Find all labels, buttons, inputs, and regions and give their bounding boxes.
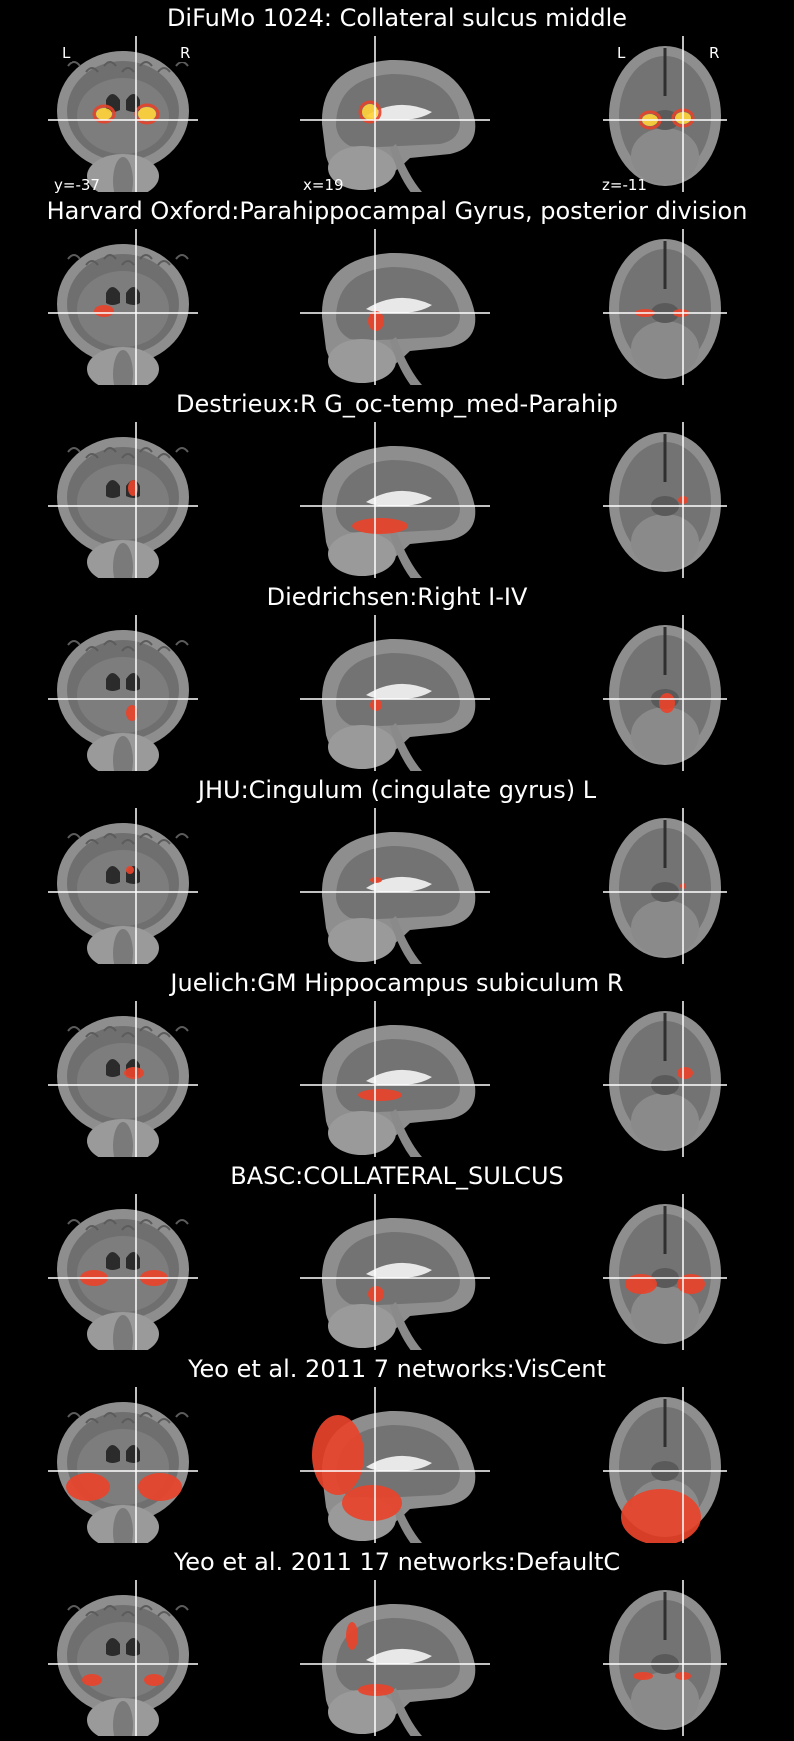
atlas-panel: BASC:COLLATERAL_SULCUS [0,1158,794,1351]
panel-title: Yeo et al. 2011 7 networks:VisCent [188,1355,606,1383]
sagittal-slice [300,36,490,192]
overlay-region [677,1067,693,1079]
axial-slice [603,808,727,964]
coronal-slice [48,1194,198,1350]
overlay-region [370,877,382,883]
axial-slice [603,229,727,385]
overlay-region [368,1286,384,1302]
overlay-region [82,1674,102,1686]
axial-slice [603,615,727,771]
overlay-region [358,1089,402,1101]
sagittal-slice [300,229,490,385]
coronal-slice [48,1580,198,1736]
overlay-region [96,108,112,120]
sagittal-slice [300,808,490,964]
overlay-region [358,1684,394,1696]
axial-slice [603,422,727,578]
panel-title: Diedrichsen:Right I-IV [266,583,528,611]
overlay-region [368,311,384,331]
panel-title: BASC:COLLATERAL_SULCUS [230,1162,564,1190]
overlay-region [124,1067,144,1079]
overlay-region [126,705,138,721]
overlay-region [362,104,378,120]
right-label: R [178,44,193,62]
atlas-panel: JHU:Cingulum (cingulate gyrus) L [0,772,794,965]
coronal-slice [48,36,198,192]
axial-slice [603,1194,727,1350]
slice-coordinate: x=19 [303,176,344,194]
coronal-slice [48,229,198,385]
overlay-region [370,699,382,711]
slice-coordinate: z=-11 [602,176,647,194]
sagittal-slice [300,615,490,771]
overlay-region [138,1473,182,1501]
coronal-slice [48,422,198,578]
coronal-slice [48,1001,198,1157]
panel-title: Destrieux:R G_oc-temp_med-Parahip [175,390,619,418]
axial-slice [603,1387,727,1543]
axial-slice [603,1580,727,1736]
overlay-region [144,1674,164,1686]
atlas-panel: Harvard Oxford:Parahippocampal Gyrus, po… [0,193,794,386]
coronal-slice [48,1387,198,1543]
atlas-panel: Yeo et al. 2011 17 networks:DefaultC [0,1544,794,1737]
atlas-panel: Juelich:GM Hippocampus subiculum R [0,965,794,1158]
overlay-region [66,1473,110,1501]
overlay-region [138,107,156,121]
left-label: L [60,44,73,62]
overlay-region [677,1274,705,1294]
sagittal-slice [300,1387,490,1543]
overlay-region [621,1489,701,1543]
overlay-region [312,1415,364,1495]
sagittal-slice [300,1001,490,1157]
sagittal-slice [300,1194,490,1350]
panel-title: Yeo et al. 2011 17 networks:DefaultC [173,1548,621,1576]
panel-title: DiFuMo 1024: Collateral sulcus middle [166,4,628,32]
overlay-region [633,1672,653,1680]
right-label: R [707,44,722,62]
overlay-region [358,100,382,124]
panel-title: JHU:Cingulum (cingulate gyrus) L [197,776,597,804]
sagittal-slice [300,1580,490,1736]
atlas-panel: Yeo et al. 2011 7 networks:VisCent [0,1351,794,1544]
overlay-region [94,305,114,317]
panel-title: Juelich:GM Hippocampus subiculum R [170,969,624,997]
panel-title: Harvard Oxford:Parahippocampal Gyrus, po… [46,197,748,225]
overlay-region [92,104,116,124]
slice-coordinate: y=-37 [54,176,100,194]
axial-slice [603,1001,727,1157]
overlay-region [346,1622,358,1650]
coronal-slice [48,615,198,771]
coronal-slice [48,808,198,964]
atlas-panel: Diedrichsen:Right I-IV [0,579,794,772]
axial-slice [603,36,727,192]
sagittal-slice [300,422,490,578]
overlay-region [352,518,408,534]
overlay-region [659,693,675,713]
overlay-region [625,1274,657,1294]
left-label: L [615,44,628,62]
atlas-panel: Destrieux:R G_oc-temp_med-Parahip [0,386,794,579]
overlay-region [342,1485,402,1521]
overlay-region [126,866,134,874]
